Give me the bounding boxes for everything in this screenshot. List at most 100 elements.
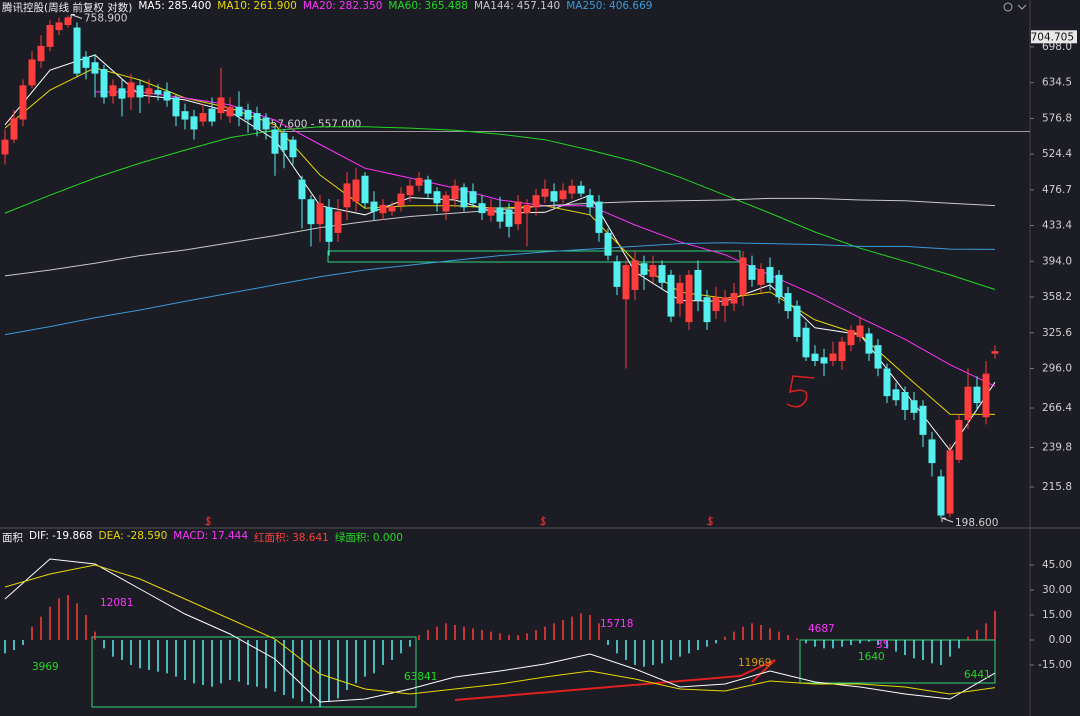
candle-body xyxy=(820,357,828,364)
y-tick-label: 394.0 xyxy=(1042,255,1072,267)
candle-body xyxy=(793,305,801,337)
area-label: 63841 xyxy=(404,671,437,683)
legend-name: MA60: xyxy=(388,0,422,12)
panel-label: 面积 xyxy=(2,532,23,544)
candle-body xyxy=(973,386,981,403)
legend-value: 282.350 xyxy=(338,0,383,12)
legend-item: MA10: 261.900 xyxy=(217,0,297,15)
candle-body xyxy=(946,450,954,514)
annotation-box xyxy=(327,250,741,263)
candle-body xyxy=(586,195,594,208)
y-tick-label: 325.6 xyxy=(1042,327,1072,339)
candle-body xyxy=(784,293,792,312)
toolbar-icons[interactable] xyxy=(1003,2,1027,12)
candle-body xyxy=(649,265,657,277)
candle-body xyxy=(415,178,423,186)
candle-body xyxy=(838,341,846,361)
candle-body xyxy=(496,207,504,222)
legend-name: MACD: xyxy=(173,530,209,542)
area-box xyxy=(799,639,996,684)
candle-body xyxy=(721,297,729,306)
candle-body xyxy=(127,82,135,98)
candle-body xyxy=(928,439,936,464)
candle-body xyxy=(307,199,315,225)
legend-item: MA20: 282.350 xyxy=(303,0,383,15)
candle-body xyxy=(208,108,216,122)
y-tick-label: 576.8 xyxy=(1042,112,1072,124)
candle-body xyxy=(73,27,81,74)
macd-line xyxy=(4,558,996,703)
ma-line xyxy=(4,67,996,415)
candle-body xyxy=(541,188,549,197)
candle-body xyxy=(370,201,378,212)
candle-body xyxy=(19,85,27,120)
high-label: 758.900 xyxy=(84,13,127,25)
candle-body xyxy=(676,282,684,304)
candle-body xyxy=(568,185,576,194)
candle-body xyxy=(361,175,369,204)
candle-body xyxy=(595,201,603,233)
candle-body xyxy=(379,204,387,214)
candle-body xyxy=(901,392,909,410)
legend-name: MA5: xyxy=(138,0,165,12)
y-tick-label: 634.5 xyxy=(1042,77,1072,89)
legend-name: DIF: xyxy=(29,530,49,542)
arrow xyxy=(941,517,954,523)
candle-body xyxy=(532,195,540,208)
y-tick-label: 698.0 xyxy=(1042,41,1072,53)
candle-body xyxy=(748,265,756,280)
candle-body xyxy=(739,257,747,296)
hand-annotation xyxy=(786,375,815,408)
candle-body xyxy=(46,24,54,47)
legend-name: 红面积: xyxy=(254,532,290,544)
candle-body xyxy=(982,373,990,418)
legend-item: DEA: -28.590 xyxy=(98,530,167,545)
legend-value: -19.868 xyxy=(51,530,93,542)
candle-body xyxy=(991,351,999,354)
y-tick-label: 433.4 xyxy=(1042,220,1072,232)
y-tick-label: 45.00 xyxy=(1042,559,1072,571)
candle-body xyxy=(658,265,666,283)
event-markers xyxy=(204,516,714,526)
candle-body xyxy=(217,97,225,114)
candle-body xyxy=(811,353,819,361)
candle-body xyxy=(874,345,882,369)
ma-line xyxy=(95,91,996,387)
candle-body xyxy=(334,211,342,233)
arrow xyxy=(70,14,83,19)
area-label: 11969 xyxy=(738,657,771,669)
y-tick-label: 266.4 xyxy=(1042,402,1072,414)
candle-body xyxy=(100,69,108,98)
candle-body xyxy=(181,111,189,120)
candle-body xyxy=(91,62,99,74)
legend-value: 457.140 xyxy=(516,0,561,12)
area-label: 12081 xyxy=(100,597,133,609)
y-tick-label: 30.00 xyxy=(1042,584,1072,596)
legend-value: 365.488 xyxy=(424,0,468,12)
y-tick-label: 0.00 xyxy=(1049,634,1072,646)
macd-line xyxy=(4,564,996,695)
candle-body xyxy=(343,183,351,208)
candle-body xyxy=(298,179,306,200)
candle-body xyxy=(154,90,162,95)
candle-body xyxy=(487,207,495,216)
candle-body xyxy=(847,330,855,346)
ma-line xyxy=(4,242,996,336)
legend-value: 38.641 xyxy=(292,532,329,544)
y-tick-label: 15.00 xyxy=(1042,609,1072,621)
legend-name: MA10: xyxy=(217,0,251,12)
legend-value: 261.900 xyxy=(253,0,297,12)
candle-body xyxy=(244,109,252,120)
candle-body xyxy=(694,269,702,301)
legend-value: 0.000 xyxy=(372,532,403,544)
candle-body xyxy=(82,56,90,68)
candle-body xyxy=(424,179,432,194)
candle-body xyxy=(712,297,720,312)
candle-body xyxy=(964,386,972,421)
axis-marker-label: 704.705 xyxy=(1031,31,1074,43)
candle-body xyxy=(388,206,396,212)
candle-body xyxy=(730,293,738,304)
candle-body xyxy=(856,325,864,337)
legend-name: 绿面积: xyxy=(334,532,370,544)
